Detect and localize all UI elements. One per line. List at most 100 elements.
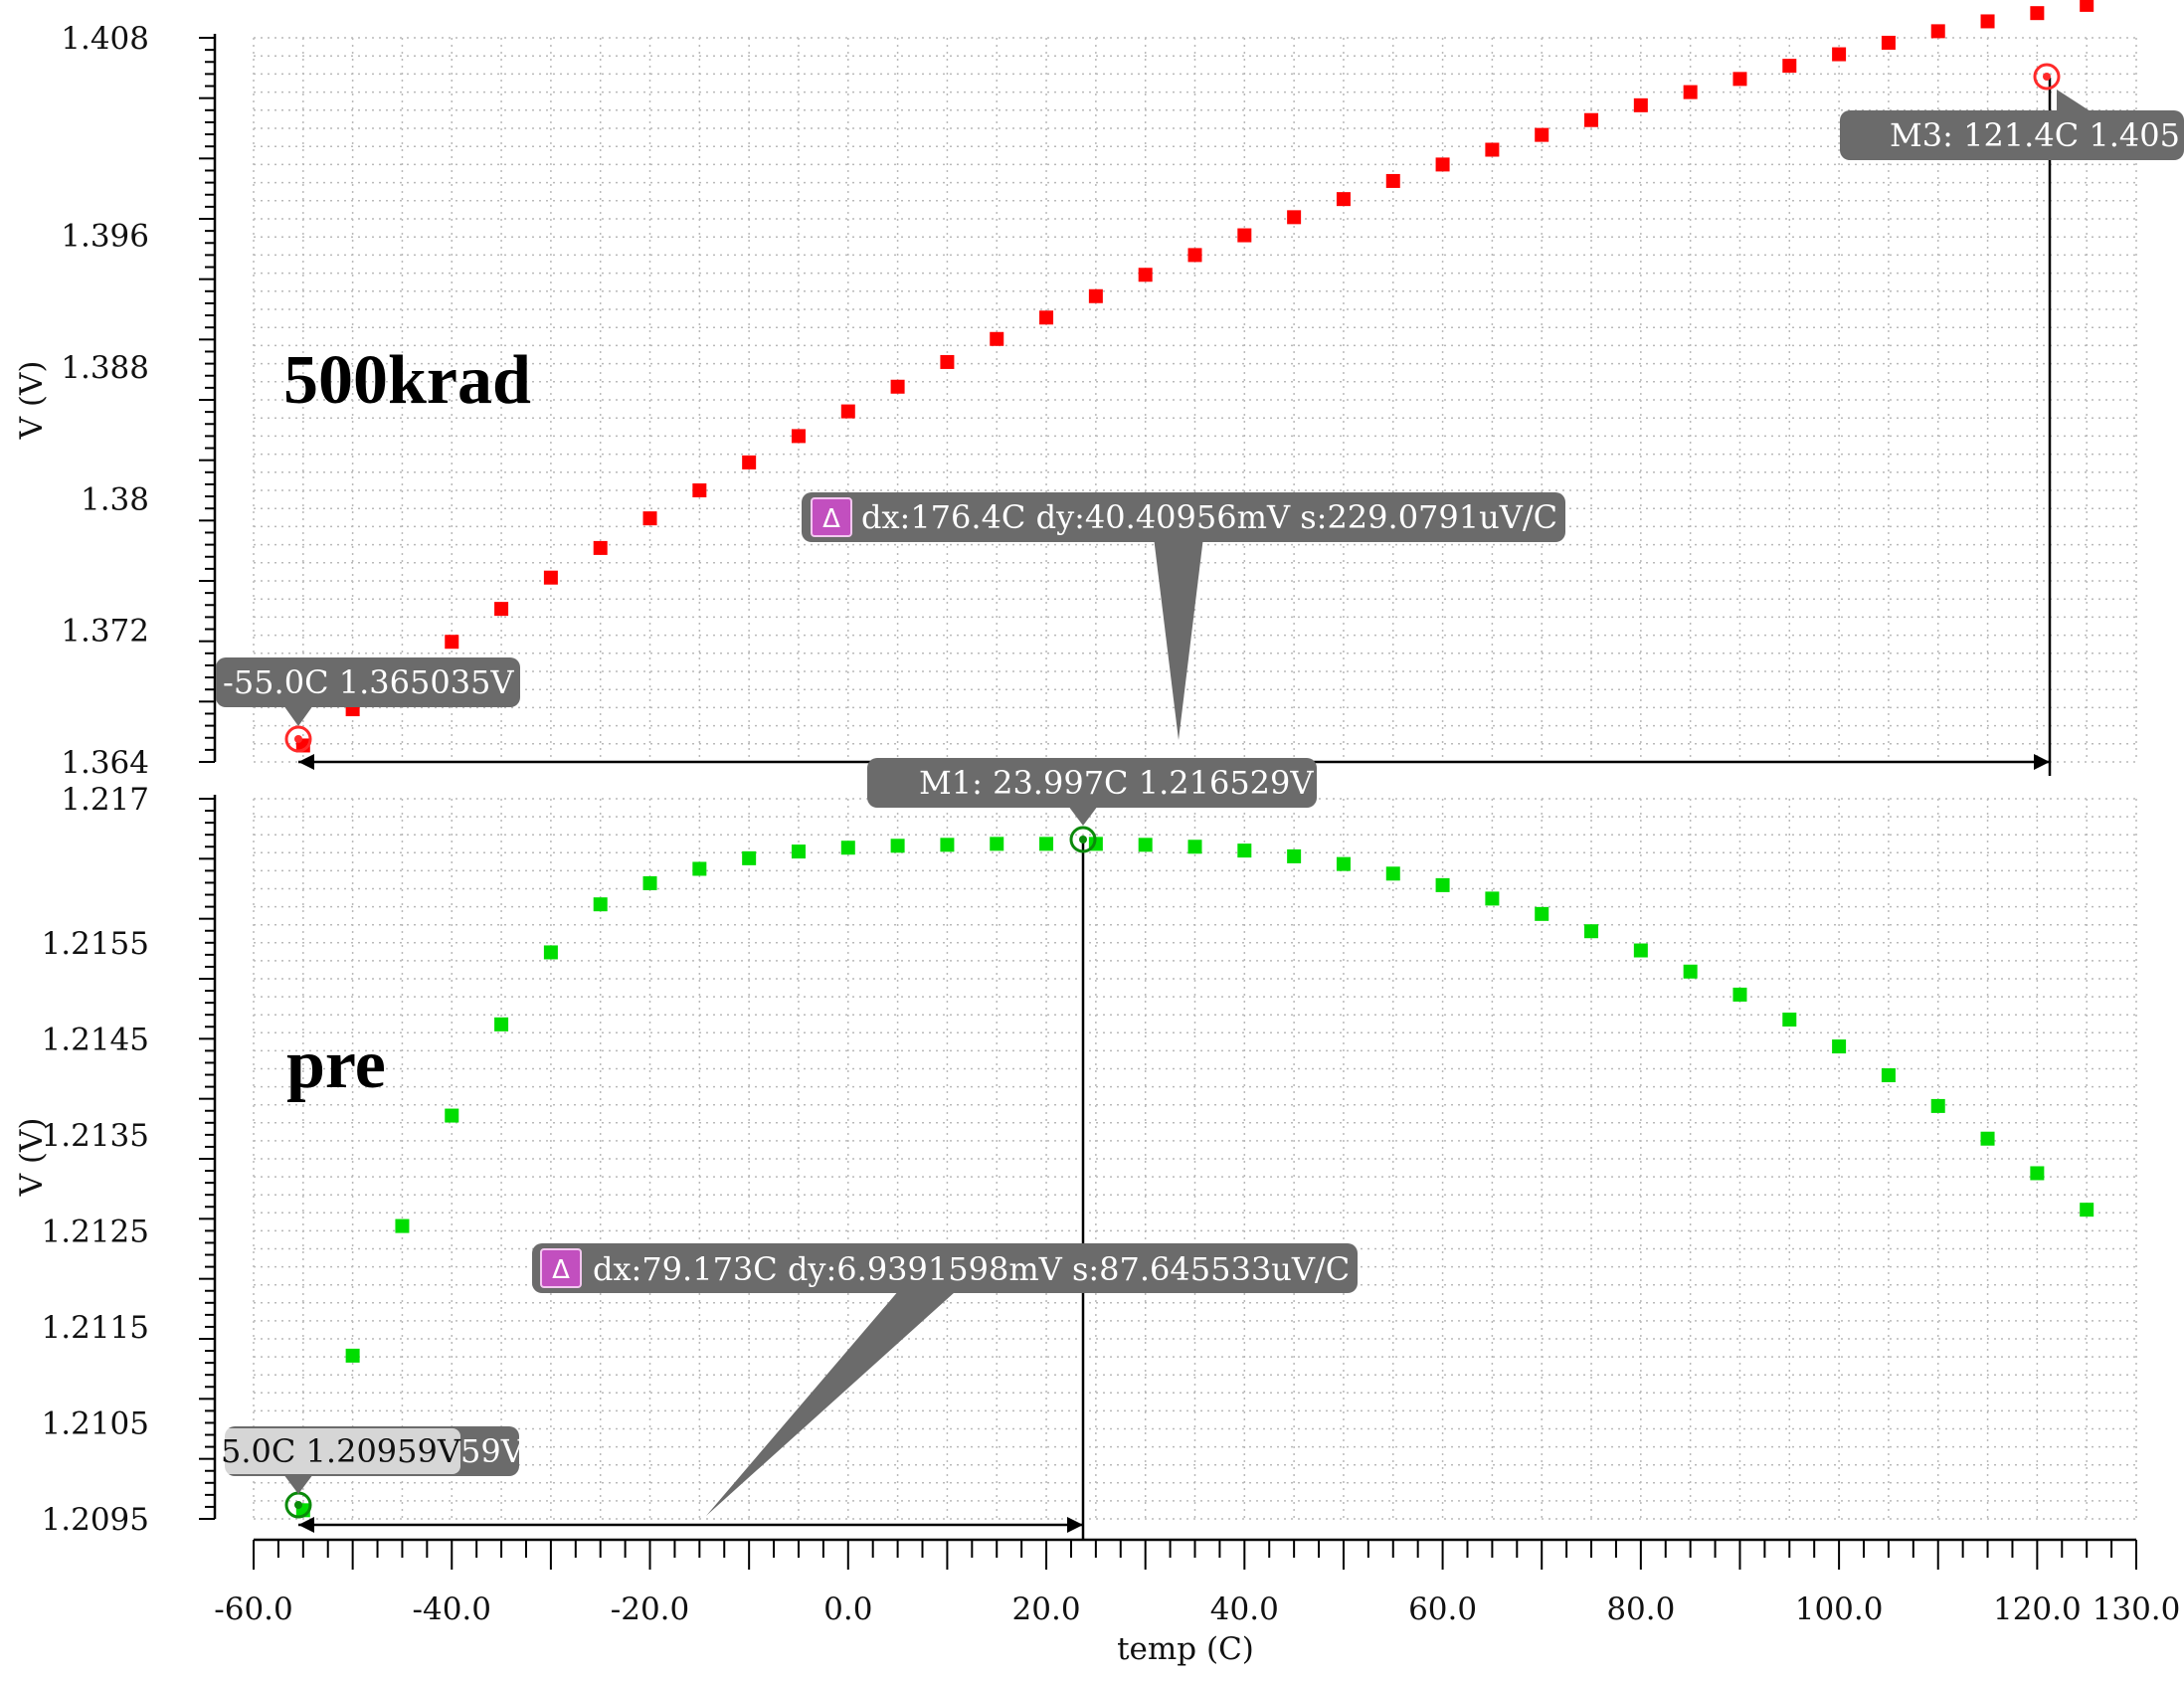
- data-point: [2080, 0, 2094, 12]
- data-point: [1485, 891, 1500, 906]
- data-point: [1980, 1131, 1995, 1146]
- data-point: [1535, 906, 1549, 921]
- data-point: [1485, 142, 1500, 157]
- data-point: [940, 838, 955, 852]
- y-tick-label: 1.2145: [42, 1022, 149, 1057]
- delta-text-top: dx:176.4C dy:40.40956mV s:229.0791uV/C: [861, 498, 1557, 536]
- y-tick-label: 1.372: [61, 614, 149, 650]
- marker-text-m3: M3: 121.4C 1.405: [1890, 116, 2180, 154]
- y-tick-label: 1.2105: [42, 1405, 149, 1441]
- data-point: [840, 841, 855, 855]
- x-tick-label: 20.0: [1012, 1591, 1081, 1627]
- data-point: [642, 875, 657, 890]
- x-tick-label: 40.0: [1210, 1591, 1279, 1627]
- data-point: [1138, 268, 1153, 282]
- data-point: [445, 1108, 459, 1123]
- data-point: [2030, 6, 2045, 21]
- data-point: [1881, 35, 1896, 50]
- data-point: [445, 635, 459, 650]
- delta-pointer-bottom: [706, 1283, 965, 1516]
- data-point: [395, 1218, 410, 1233]
- data-point: [543, 945, 558, 960]
- data-point: [1237, 843, 1252, 858]
- data-point: [742, 850, 757, 865]
- marker-m1-circle[interactable]: [1069, 826, 1097, 853]
- y-tick-label: 1.217: [61, 782, 149, 818]
- marker-text-m2: -55.0C 1.365035V: [223, 663, 514, 701]
- data-point: [1237, 228, 1252, 243]
- panel-label-pre: pre: [286, 1027, 386, 1103]
- data-point: [1782, 59, 1797, 74]
- data-point: [1385, 866, 1400, 881]
- x-tick-label: -60.0: [214, 1591, 293, 1627]
- data-point: [2080, 1203, 2094, 1217]
- data-point: [1782, 1013, 1797, 1028]
- panel-label-500krad: 500krad: [283, 342, 531, 419]
- y-tick-label: 1.38: [81, 481, 149, 517]
- marker-m3-circle[interactable]: [2033, 63, 2061, 91]
- data-point: [692, 483, 707, 497]
- delta-icon: [811, 497, 852, 537]
- data-point: [1435, 877, 1450, 892]
- y-tick-label: 1.2155: [42, 926, 149, 962]
- data-point: [1584, 924, 1599, 939]
- data-point: [1039, 310, 1054, 325]
- y-tick-label: 1.388: [61, 350, 149, 386]
- data-point: [1732, 987, 1747, 1002]
- marker-label-m0[interactable]: 59V 5.0C 1.20959V: [217, 1426, 525, 1494]
- data-point: [791, 844, 806, 859]
- x-tick-label: -20.0: [611, 1591, 690, 1627]
- x-tick-label: 100.0: [1795, 1591, 1884, 1627]
- data-point: [1287, 210, 1302, 225]
- data-point: [1138, 838, 1153, 852]
- data-point: [593, 540, 608, 555]
- data-point: [1039, 837, 1054, 851]
- y-tick-label: 1.2095: [42, 1502, 149, 1538]
- data-point: [742, 455, 757, 469]
- data-point: [1683, 85, 1698, 99]
- data-point: [840, 404, 855, 419]
- marker-label-m3[interactable]: M3: 121.4C 1.405: [1840, 90, 2184, 160]
- data-point: [1633, 97, 1648, 112]
- y-tick-label: 1.408: [61, 21, 149, 57]
- marker-label-m1[interactable]: M1: 23.997C 1.216529V: [867, 758, 1317, 826]
- data-point: [890, 379, 905, 394]
- x-axis-title: temp (C): [1117, 1631, 1254, 1667]
- data-point: [1584, 112, 1599, 127]
- data-point: [2030, 1166, 2045, 1181]
- y-tick-label: 1.2135: [42, 1118, 149, 1154]
- data-point: [692, 861, 707, 876]
- x-tick-label: 60.0: [1408, 1591, 1477, 1627]
- data-point: [1832, 47, 1847, 62]
- marker-label-m0-front: [217, 1428, 460, 1474]
- x-tick-label: -40.0: [413, 1591, 492, 1627]
- data-point: [642, 511, 657, 526]
- y-tick-label: 1.396: [61, 219, 149, 255]
- data-point: [1535, 127, 1549, 142]
- data-point: [593, 897, 608, 912]
- y-tick-label: 1.2115: [42, 1310, 149, 1346]
- data-point: [1088, 288, 1103, 303]
- delta-arrow-left-bottom: [298, 1517, 314, 1533]
- delta-label-bottom[interactable]: Δ dx:79.173C dy:6.9391598mV s:87.645533u…: [532, 1243, 1358, 1516]
- marker-m2-circle[interactable]: [284, 725, 312, 753]
- y-axis-title-top: V (V): [14, 361, 50, 441]
- axes: 1.364 1.372 1.38 1.388 1.396 1.408 1.2095 1.210…: [42, 21, 2181, 1627]
- delta-arrow-right-bottom: [1067, 1517, 1083, 1533]
- marker-label-m2[interactable]: -55.0C 1.365035V: [216, 657, 520, 726]
- marker-text-m0: 5.0C 1.20959V: [221, 1432, 461, 1470]
- x-tick-label: 120.0: [1993, 1591, 2082, 1627]
- x-tick-label: 0.0: [823, 1591, 872, 1627]
- delta-label-top[interactable]: Δ dx:176.4C dy:40.40956mV s:229.0791uV/C: [802, 492, 1565, 740]
- data-point: [1732, 72, 1747, 87]
- y-axis-title-bottom: V (V): [14, 1118, 50, 1198]
- delta-arrow-right-top: [2034, 754, 2050, 770]
- data-point: [1187, 248, 1202, 263]
- data-point: [543, 570, 558, 585]
- data-point: [1435, 157, 1450, 172]
- data-point: [791, 429, 806, 444]
- delta-pointer-top: [1154, 537, 1203, 740]
- delta-text-bottom: dx:79.173C dy:6.9391598mV s:87.645533uV/…: [593, 1250, 1350, 1288]
- data-point: [1881, 1068, 1896, 1083]
- marker-text-m1: M1: 23.997C 1.216529V: [919, 764, 1314, 802]
